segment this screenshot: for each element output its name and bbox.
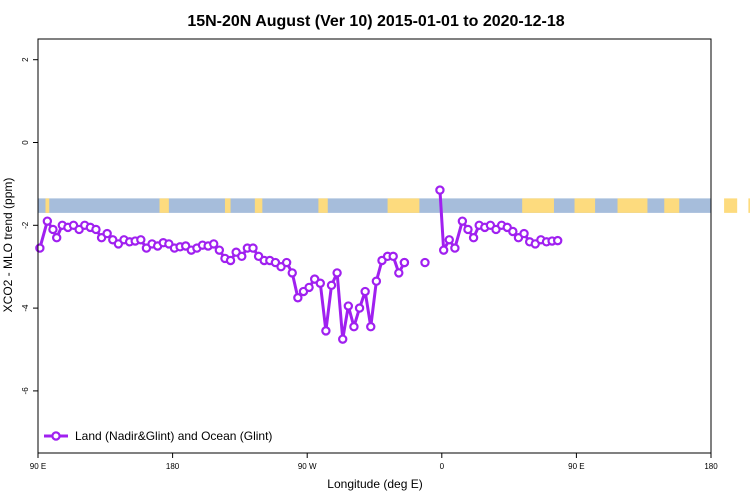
data-point: [519, 228, 529, 239]
data-point: [444, 235, 454, 245]
land-segment: [664, 198, 680, 213]
data-point: [371, 276, 382, 286]
data-point: [438, 245, 449, 255]
data-point: [366, 322, 376, 332]
data-point: [209, 239, 219, 249]
data-point: [315, 278, 325, 288]
y-tick-label: -6: [21, 387, 30, 395]
data-point: [281, 257, 292, 268]
series-line: [38, 219, 406, 341]
data-point: [102, 228, 112, 239]
land-segment: [522, 198, 554, 213]
series-points: [35, 185, 563, 344]
data-point: [553, 235, 563, 246]
legend: Land (Nadir&Glint) and Ocean (Glint): [44, 429, 272, 443]
y-tick-label: -2: [21, 221, 30, 229]
legend-entry-label: Land (Nadir&Glint) and Ocean (Glint): [75, 429, 272, 443]
x-tick-label: 90 W: [298, 462, 317, 471]
x-tick-label: 90 E: [568, 462, 584, 471]
data-point: [508, 226, 518, 237]
data-point: [399, 257, 410, 268]
x-axis-ticks: 90 E 180 90 W 0 90 E 180: [30, 453, 718, 471]
data-point: [450, 243, 460, 253]
land-segment: [45, 198, 50, 213]
x-tick-label: 90 E: [30, 462, 46, 471]
data-point: [51, 233, 62, 243]
data-point: [360, 286, 370, 297]
data-point: [420, 257, 430, 268]
land-segment: [387, 198, 420, 213]
land-segment: [574, 198, 596, 213]
data-point: [237, 251, 247, 262]
y-tick-label: -4: [21, 304, 30, 312]
data-point: [136, 235, 146, 245]
ocean-band: [38, 198, 711, 213]
legend-marker: [51, 431, 61, 441]
land-segment: [318, 198, 328, 213]
data-point: [435, 185, 445, 195]
data-point: [463, 224, 473, 235]
data-point: [349, 322, 359, 332]
land-segment: [617, 198, 648, 213]
data-point: [388, 251, 398, 262]
data-point: [354, 303, 365, 313]
data-point: [468, 233, 479, 243]
data-point: [42, 216, 53, 226]
data-point: [394, 268, 404, 278]
y-tick-label: 2: [21, 57, 30, 62]
data-point: [304, 282, 314, 293]
x-tick-label: 0: [440, 462, 445, 471]
land-segment: [224, 198, 231, 213]
data-point: [35, 243, 45, 253]
data-point: [91, 224, 101, 235]
land-segment: [724, 198, 738, 213]
y-tick-label: 0: [21, 140, 30, 145]
land-segment: [748, 198, 750, 213]
data-point: [457, 216, 468, 226]
plot-frame: [37, 38, 712, 454]
data-point: [225, 255, 236, 266]
y-axis-label: XCO2 - MLO trend (ppm): [1, 178, 15, 313]
x-tick-label: 180: [704, 462, 718, 471]
data-point: [326, 280, 337, 291]
data-point: [214, 245, 225, 255]
data-point: [338, 334, 348, 344]
x-axis-label: Longitude (deg E): [327, 477, 422, 491]
land-segment: [159, 198, 169, 213]
data-point: [287, 268, 297, 278]
data-point: [321, 326, 331, 336]
y-axis-ticks: 2 0 -2 -4 -6: [21, 57, 38, 395]
data-point: [332, 268, 342, 278]
data-point: [248, 243, 258, 253]
land-segment: [254, 198, 263, 213]
x-tick-label: 180: [166, 462, 180, 471]
data-point: [343, 301, 354, 311]
chart-title: 15N-20N August (Ver 10) 2015-01-01 to 20…: [187, 13, 564, 30]
data-point: [48, 224, 58, 235]
land-mask: [38, 198, 750, 213]
data-point: [293, 293, 303, 303]
